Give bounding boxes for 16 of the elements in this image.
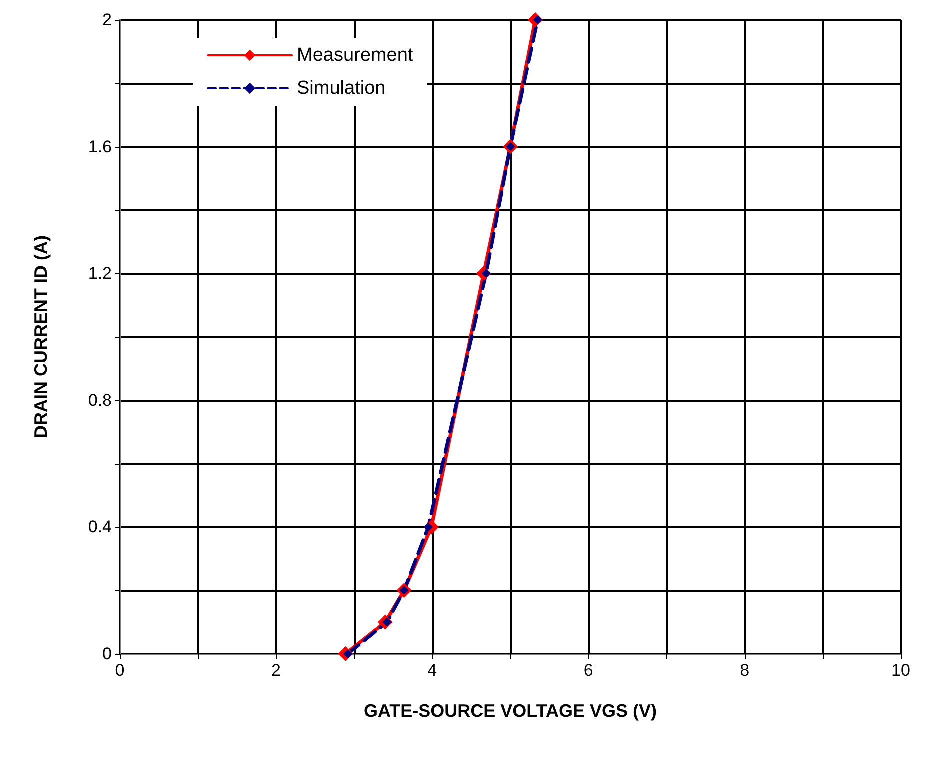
x-tick-label: 6 [584, 661, 594, 680]
y-tick-label: 2 [102, 10, 112, 30]
x-tick-label: 8 [740, 661, 750, 680]
x-tick-label: 4 [428, 661, 438, 680]
y-tick-label: 0.8 [88, 390, 112, 410]
y-tick-label: 0.4 [88, 518, 112, 537]
x-tick-label: 2 [271, 661, 281, 680]
y-tick-label: 0 [102, 644, 112, 664]
legend-label: Measurement [297, 45, 414, 66]
x-tick-label: 0 [115, 661, 125, 680]
y-tick-label: 1.6 [88, 137, 112, 156]
x-axis-title: GATE-SOURCE VOLTAGE VGS (V) [364, 701, 658, 721]
legend-label: Simulation [297, 78, 386, 99]
y-tick-label: 1.2 [88, 264, 112, 284]
y-axis-title: DRAIN CURRENT ID (A) [31, 236, 51, 438]
x-tick-label: 10 [892, 661, 910, 680]
